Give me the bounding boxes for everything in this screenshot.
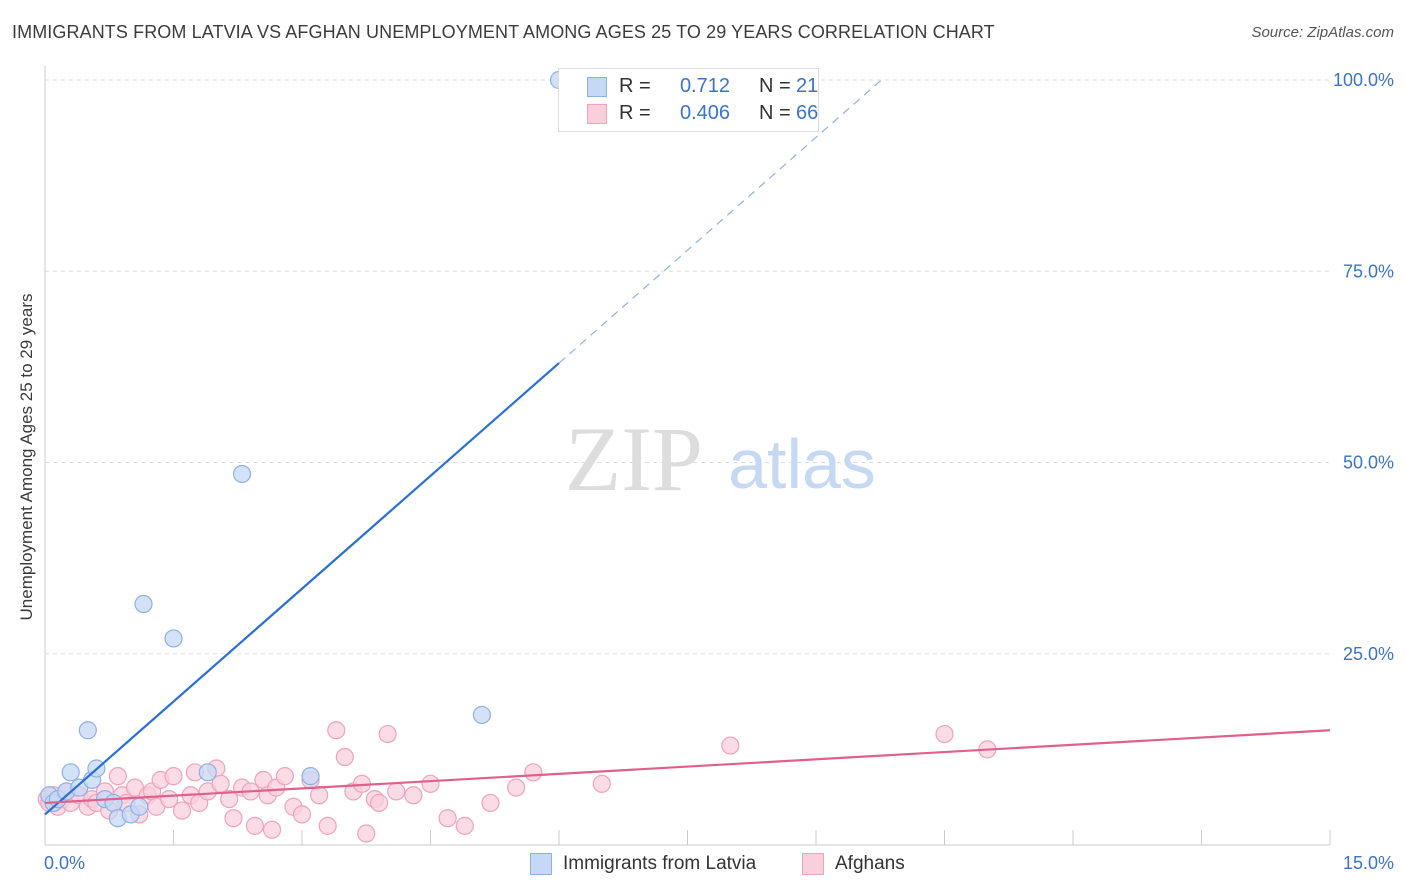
afghans-point bbox=[387, 782, 406, 801]
afghans-point bbox=[262, 820, 282, 839]
afghans-point bbox=[108, 767, 127, 786]
afghans-point bbox=[292, 805, 312, 824]
latvia-point bbox=[198, 763, 217, 782]
bottom-legend-label-latvia: Immigrants from Latvia bbox=[563, 853, 757, 874]
afghans-point bbox=[172, 801, 192, 820]
legend-r-value-latvia: 0.712 bbox=[680, 75, 731, 97]
afghans-point bbox=[421, 774, 440, 793]
latvia-points bbox=[40, 70, 569, 828]
bottom-legend-label-afghans: Afghans bbox=[835, 853, 905, 874]
legend-n-label: N = bbox=[759, 102, 791, 124]
afghans-point bbox=[438, 809, 457, 828]
x-tick-label: 15.0% bbox=[1343, 853, 1394, 873]
afghans-point bbox=[220, 789, 239, 809]
legend-n-label: N = bbox=[759, 75, 791, 97]
afghans-point bbox=[455, 816, 474, 835]
x-tick-label: 0.0% bbox=[44, 853, 85, 873]
chart-title: IMMIGRANTS FROM LATVIA VS AFGHAN UNEMPLO… bbox=[12, 22, 995, 42]
latvia-point bbox=[472, 705, 491, 725]
legend-r-label: R = bbox=[619, 102, 651, 124]
latvia-trend-extension bbox=[558, 76, 885, 364]
afghans-point bbox=[318, 816, 337, 835]
legend-swatch-latvia bbox=[587, 77, 607, 97]
legend-n-value-afghans: 66 bbox=[796, 102, 819, 124]
grid-lines bbox=[45, 79, 1330, 655]
legend-swatch-afghans bbox=[587, 104, 607, 124]
bottom-legend-swatch-latvia bbox=[530, 853, 552, 875]
watermark-zip: ZIP bbox=[565, 408, 703, 510]
latvia-point bbox=[301, 767, 320, 786]
source-label: Source: ZipAtlas.com bbox=[1251, 24, 1394, 41]
afghans-point bbox=[275, 767, 294, 786]
legend-r-value-afghans: 0.406 bbox=[680, 102, 731, 124]
afghans-point bbox=[224, 809, 243, 828]
afghans-point bbox=[721, 736, 740, 755]
afghans-point bbox=[507, 778, 526, 797]
afghans-point bbox=[335, 747, 354, 767]
afghans-point bbox=[935, 724, 954, 744]
latvia-point bbox=[61, 763, 80, 782]
afghans-point bbox=[592, 774, 611, 793]
latvia-point bbox=[104, 793, 123, 813]
legend-box: R = 0.712 N = 21 R = 0.406 N = 66 bbox=[558, 68, 819, 132]
trend-lines bbox=[44, 76, 1331, 816]
afghans-point bbox=[245, 816, 264, 835]
latvia-point bbox=[78, 721, 97, 740]
legend-r-label: R = bbox=[619, 75, 651, 97]
afghans-point bbox=[164, 767, 183, 786]
y-tick-label: 75.0% bbox=[1343, 261, 1394, 281]
latvia-point bbox=[134, 594, 153, 614]
tick-labels: 100.0% 75.0% 50.0% 25.0% 0.0% 15.0% bbox=[44, 70, 1394, 873]
watermark-atlas: atlas bbox=[728, 425, 876, 503]
afghans-point bbox=[404, 786, 423, 805]
afghans-point bbox=[327, 721, 346, 740]
latvia-point bbox=[232, 464, 252, 484]
afghans-point bbox=[524, 763, 543, 782]
axes bbox=[44, 66, 1331, 846]
afghans-point bbox=[357, 824, 376, 843]
afghans-points bbox=[37, 721, 997, 843]
y-tick-label: 25.0% bbox=[1343, 644, 1394, 664]
afghans-trend-line bbox=[44, 729, 1331, 805]
afghans-point bbox=[481, 793, 500, 813]
legend-n-value-latvia: 21 bbox=[796, 75, 819, 97]
latvia-point bbox=[130, 797, 149, 816]
afghans-point bbox=[370, 793, 389, 813]
bottom-legend-swatch-afghans bbox=[802, 853, 824, 875]
afghans-point bbox=[310, 786, 329, 805]
latvia-point bbox=[164, 629, 183, 648]
y-axis-title: Unemployment Among Ages 25 to 29 years bbox=[17, 293, 36, 621]
watermark: ZIP atlas bbox=[565, 408, 876, 510]
y-tick-label: 100.0% bbox=[1333, 70, 1394, 90]
y-tick-label: 50.0% bbox=[1343, 453, 1394, 473]
afghans-point bbox=[378, 724, 397, 744]
latvia-trend-line bbox=[44, 362, 560, 816]
